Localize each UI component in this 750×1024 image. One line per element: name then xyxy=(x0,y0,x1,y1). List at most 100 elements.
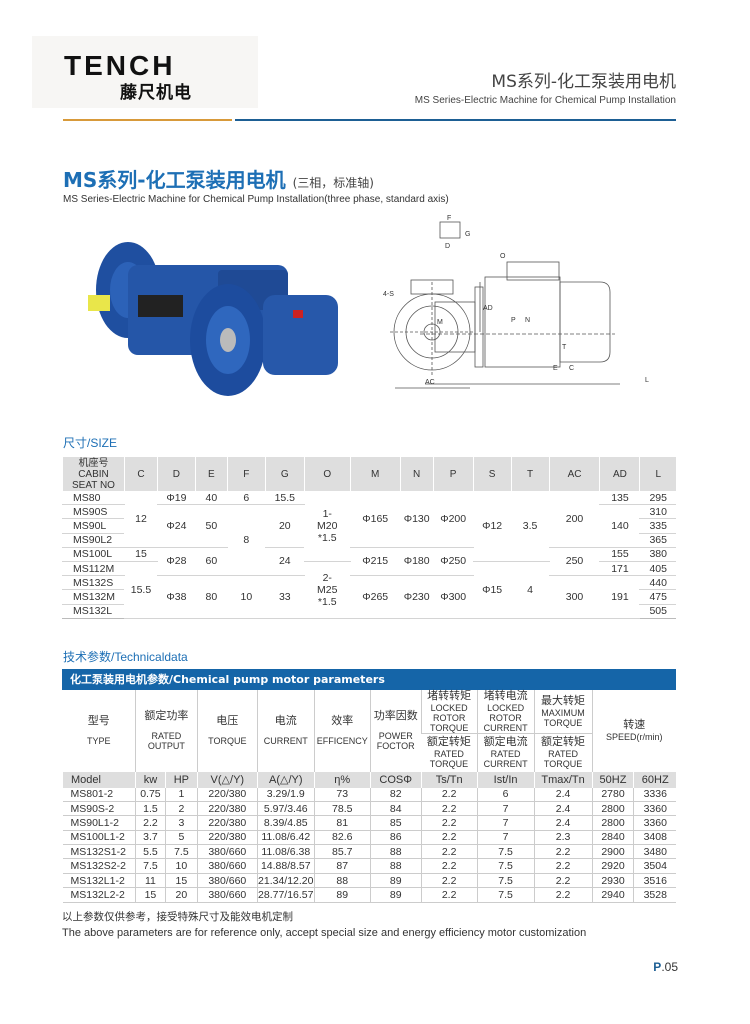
size-col-header: F xyxy=(226,457,266,491)
value-cell: 2.2 xyxy=(533,858,593,874)
label-f: F xyxy=(447,215,451,222)
value-cell: 28.77/16.57 xyxy=(256,887,315,903)
size-col-header: S xyxy=(472,457,512,491)
label-t: T xyxy=(562,344,567,351)
value-cell: 84 xyxy=(369,801,422,817)
value-cell: 14.88/8.57 xyxy=(256,858,315,874)
size-row: MS132S Φ38 80 10 33 Φ265 Φ230 Φ300 300 191 440 xyxy=(62,575,676,619)
value-cell: 11.08/6.42 xyxy=(256,830,315,846)
tech-row: MS132S1-2 5.5 7.5 380/660 11.08/6.38 85.7 88 2.… xyxy=(62,844,676,860)
value-cell: 7.5 xyxy=(476,858,535,874)
value-cell: 2.2 xyxy=(420,844,478,860)
value-cell: 2.3 xyxy=(533,830,593,846)
size-cell: 8 xyxy=(226,504,266,577)
value-cell: 3504 xyxy=(633,858,676,874)
value-cell: 2840 xyxy=(591,830,634,846)
seat-no-cell: MS132S xyxy=(62,575,125,591)
model-cell: MS100L1-2 xyxy=(62,830,136,846)
value-cell: 8.39/4.85 xyxy=(256,815,315,831)
size-row: MS112M 15.5 2- M25 *1.5 Φ15 4 171 405 xyxy=(62,561,676,619)
header-divider-orange xyxy=(63,119,232,121)
tech-row: MS100L1-2 3.7 5 220/380 11.08/6.42 82.6 86 2.2 7… xyxy=(62,830,676,846)
value-cell: 2940 xyxy=(591,887,634,903)
value-cell: 2.2 xyxy=(134,815,166,831)
value-cell: 3528 xyxy=(633,887,676,903)
size-cell: Φ130 xyxy=(399,491,434,548)
size-col-header: T xyxy=(510,457,550,491)
value-cell: 73 xyxy=(313,787,371,802)
value-cell: 11.08/6.38 xyxy=(256,844,315,860)
value-cell: 3360 xyxy=(633,815,676,831)
value-cell: 2.4 xyxy=(533,815,593,831)
value-cell: 89 xyxy=(313,887,371,903)
value-cell: 10 xyxy=(164,858,198,874)
model-cell: MS132L1-2 xyxy=(62,873,136,889)
size-cell: 310 xyxy=(639,504,676,520)
size-cell: 155 xyxy=(599,547,640,562)
size-cell: 4 xyxy=(510,561,550,619)
value-cell: 1 xyxy=(164,787,198,802)
footnote-cn: 以上参数仅供参考，接受特殊尺寸及能效电机定制 xyxy=(62,911,293,923)
size-col-header: AC xyxy=(548,457,600,491)
label-c: C xyxy=(569,365,574,372)
value-cell: 85.7 xyxy=(313,844,371,860)
value-cell: 3336 xyxy=(633,787,676,802)
label-o: O xyxy=(500,253,506,260)
tech-table-title-bar: 化工泵装用电机参数/Chemical pump motor parameters xyxy=(62,669,676,690)
th-locked-torque: 堵转转矩 LOCKED ROTOR TORQUE xyxy=(420,690,478,734)
th-type: 型号 TYPE xyxy=(86,715,111,747)
value-cell: 7.5 xyxy=(476,844,535,860)
value-cell: 3408 xyxy=(633,830,676,846)
size-cell: 1- M20 *1.5 xyxy=(303,491,351,562)
size-cell: Φ24 xyxy=(156,504,196,548)
size-cell: 60 xyxy=(194,547,228,577)
seat-no-cell: MS100L xyxy=(62,547,125,562)
size-cell: 6 xyxy=(226,491,266,506)
label-ac: AC xyxy=(425,379,435,386)
th-max-torque: 最大转矩 MAXIMUM TORQUE xyxy=(533,690,593,734)
size-cell: 335 xyxy=(639,518,676,534)
size-cell: 20 xyxy=(264,504,305,548)
size-col-header: N xyxy=(399,457,434,491)
size-table: 机座号 CABIN SEAT NO C D E F G O M N P S T AC AD L MS80 12… xyxy=(62,457,676,619)
value-cell: 2.4 xyxy=(533,787,593,802)
value-cell: 85 xyxy=(369,815,422,831)
page-number: P.05 xyxy=(653,960,678,974)
size-col-header: O xyxy=(303,457,351,491)
size-row: MS80 12 Φ19 40 6 15.5 1- M20 *1.5 Φ165 Φ130 Φ200 Φ… xyxy=(62,491,676,562)
size-cell: Φ28 xyxy=(156,547,196,577)
size-cell: Φ15 xyxy=(472,561,512,619)
th-efficiency: 效率 EFFICENCY xyxy=(313,690,371,772)
label-p: P xyxy=(511,317,516,324)
value-cell: 220/380 xyxy=(196,787,258,802)
size-cell: Φ230 xyxy=(399,575,434,619)
seat-no-cell: MS132M xyxy=(62,589,125,605)
size-col-header: 机座号 CABIN SEAT NO xyxy=(62,457,125,491)
value-cell: 2.2 xyxy=(420,830,478,846)
size-cell: Φ12 xyxy=(472,491,512,562)
value-cell: 15 xyxy=(134,887,166,903)
tech-row: MS801-2 0.75 1 220/380 3.29/1.9 73 82 2.2 6 2.4 27… xyxy=(62,787,676,802)
value-cell: 88 xyxy=(369,844,422,860)
model-cell: MS90S-2 xyxy=(62,801,136,817)
seat-no-cell: MS90L xyxy=(62,518,125,534)
size-row: MS132L 505 xyxy=(62,604,676,619)
value-cell: 220/380 xyxy=(196,815,258,831)
header-title-cn: MS系列-化工泵装用电机 xyxy=(491,72,676,92)
size-col-header: E xyxy=(194,457,228,491)
size-cell: Φ250 xyxy=(432,547,474,577)
size-col-header: C xyxy=(123,457,158,491)
unit-cell: COSΦ xyxy=(369,771,422,788)
size-cell: 40 xyxy=(194,491,228,506)
unit-cell: η% xyxy=(313,771,371,788)
page-title-note: (三相，标准轴) xyxy=(292,176,374,190)
model-cell: MS132L2-2 xyxy=(62,887,136,903)
tech-section-title: 技术参数/Technicaldata xyxy=(63,650,188,664)
value-cell: 2.2 xyxy=(420,873,478,889)
size-cell: 191 xyxy=(599,575,640,619)
logo-background xyxy=(32,36,258,108)
value-cell: 87 xyxy=(313,858,371,874)
unit-cell: 50HZ xyxy=(591,771,634,788)
size-cell: 135 xyxy=(599,491,640,506)
size-row: MS90L2 365 xyxy=(62,533,676,548)
